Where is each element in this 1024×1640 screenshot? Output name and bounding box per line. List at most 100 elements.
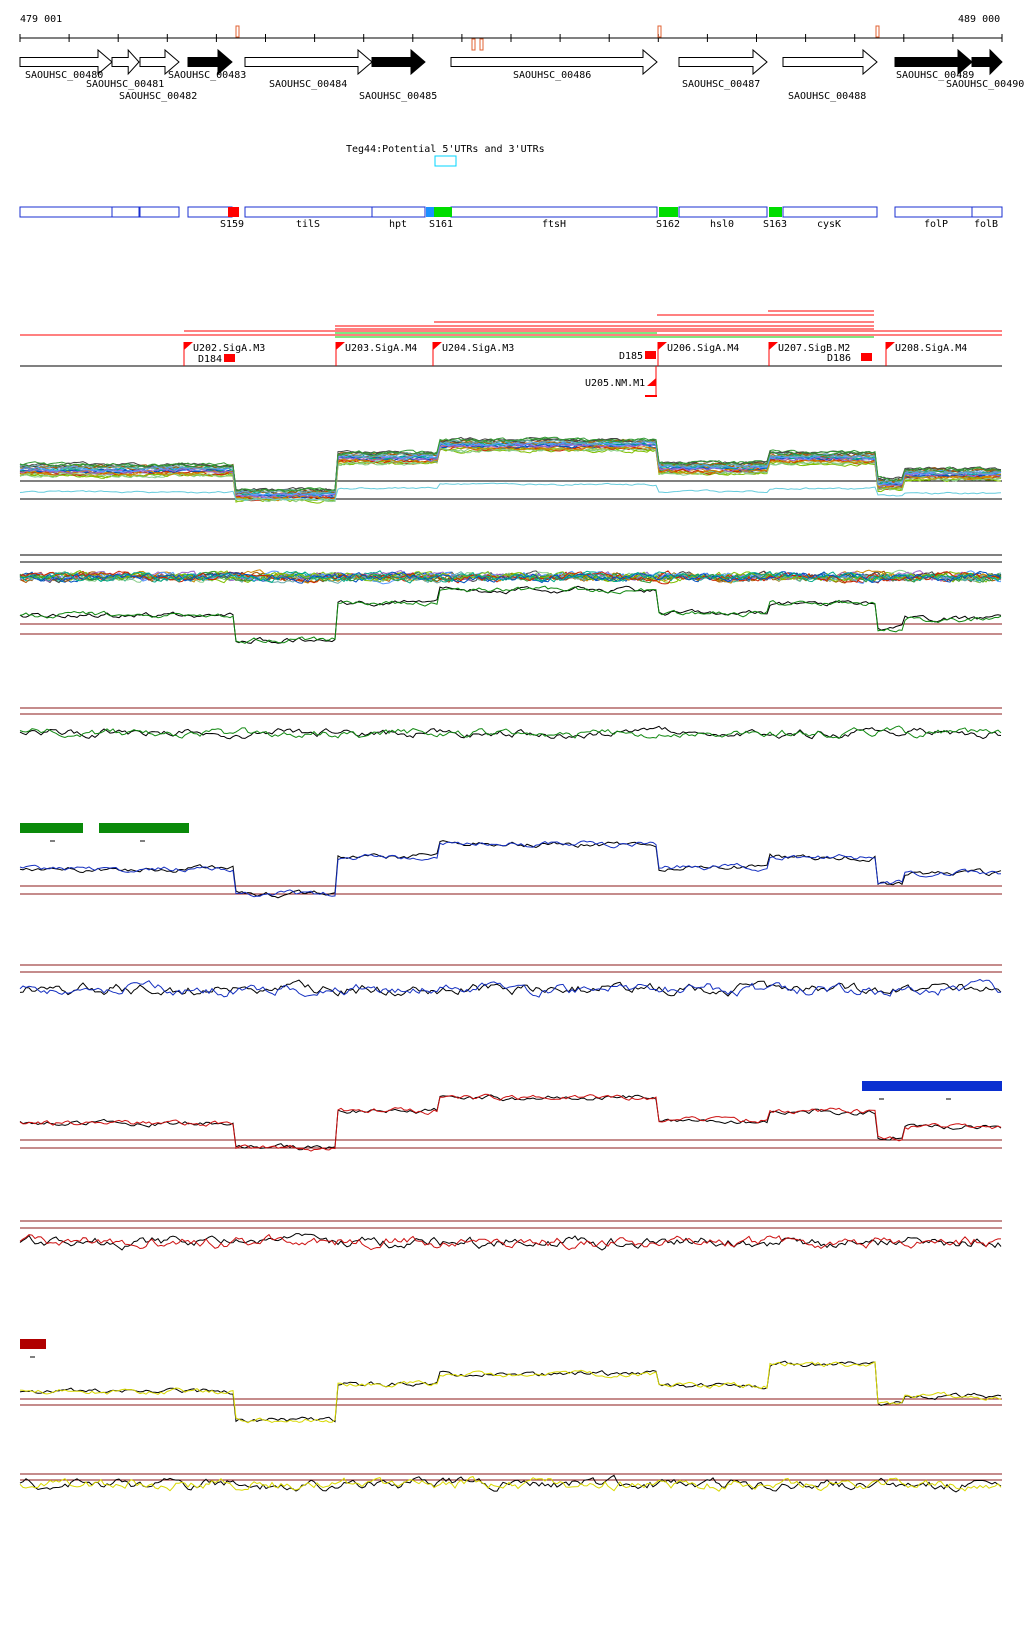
gene-arrow[interactable] [971, 48, 1003, 76]
feature-label: S159 [220, 219, 244, 230]
trace-line [19, 1361, 1002, 1424]
feature-track: S159 tilS hpt S161 ftsH S162 hsl0 S163 cysK folP f… [19, 206, 1003, 230]
trace-panel-multi-noise [19, 554, 1002, 585]
trace-line [19, 1233, 1002, 1251]
highlight-bar[interactable] [20, 1339, 46, 1349]
trace-panel [19, 964, 1002, 998]
feature-label: tilS [296, 219, 320, 230]
ruler-markers [235, 25, 880, 51]
gene-label: SAOUHSC_00490 [946, 79, 1024, 90]
feature-label: cysK [817, 219, 841, 230]
feature-box[interactable] [244, 206, 373, 218]
feature-label: S161 [429, 219, 453, 230]
trace-panels [19, 436, 1002, 1493]
promoter-flag[interactable] [647, 378, 656, 386]
trace-panel [19, 840, 1002, 899]
ruler-marker-up[interactable] [875, 25, 880, 38]
feature-box[interactable] [894, 206, 973, 218]
promoter-label: U207.SigB.M2 [778, 343, 850, 354]
trace-line [19, 585, 1002, 644]
trace-line [19, 570, 1002, 584]
promoter-label: U203.SigA.M4 [345, 343, 417, 354]
ruler-marker-down[interactable] [471, 38, 476, 51]
utr-box[interactable] [434, 155, 457, 167]
trace-line [19, 444, 1002, 501]
ruler-marker-up[interactable] [657, 25, 662, 38]
highlight-bar[interactable] [99, 823, 189, 833]
srna-s161[interactable] [434, 207, 452, 217]
trace-line [19, 840, 1002, 898]
gene-label: SAOUHSC_00480 [25, 70, 103, 81]
trace-line [19, 570, 1002, 584]
gene-arrow[interactable] [111, 48, 140, 76]
feature-box[interactable] [139, 206, 180, 218]
trace-line [19, 979, 1002, 997]
trace-line [19, 482, 1002, 501]
gene-arrow[interactable] [371, 48, 426, 76]
srna-s163[interactable] [769, 207, 782, 217]
trace-panel [19, 585, 1002, 644]
promoter-track: U202.SigA.M3 U203.SigA.M4 U204.SigA.M3 U206… [20, 310, 1002, 397]
ruler-marker-down[interactable] [479, 38, 484, 51]
gene-arrow[interactable] [139, 48, 180, 76]
feature-box[interactable] [971, 206, 1003, 218]
feature-label: S163 [763, 219, 787, 230]
feature-box[interactable] [782, 206, 878, 218]
trace-line [19, 978, 1002, 998]
terminator-label: D186 [827, 353, 851, 364]
trace-line [19, 1474, 1002, 1493]
feature-box[interactable] [19, 206, 113, 218]
feature-label: folP [924, 219, 948, 230]
gene-label: SAOUHSC_00485 [359, 91, 437, 102]
feature-label: hpt [389, 219, 407, 230]
promoter-flag[interactable] [658, 342, 667, 350]
feature-box[interactable] [678, 206, 768, 218]
trace-line [19, 441, 1002, 497]
trace-panel [19, 1093, 1002, 1152]
utr-track: Teg44:Potential 5'UTRs and 3'UTRs [346, 144, 545, 167]
ruler-end-label: 489 000 [958, 14, 1000, 25]
utr-track-label: Teg44:Potential 5'UTRs and 3'UTRs [346, 144, 545, 155]
gene-arrow[interactable] [782, 48, 878, 76]
terminator-mark[interactable] [224, 354, 235, 362]
feature-box[interactable] [371, 206, 426, 218]
feature-box[interactable] [111, 206, 140, 218]
srna-s161-start[interactable] [426, 207, 434, 217]
feature-box[interactable] [450, 206, 658, 218]
promoter-flag[interactable] [769, 342, 778, 350]
feature-label: folB [974, 219, 998, 230]
ruler-marker-up[interactable] [235, 25, 240, 38]
terminator-mark[interactable] [645, 351, 656, 359]
gene-arrow[interactable] [678, 48, 768, 76]
trace-line [19, 725, 1002, 740]
trace-line [19, 447, 1002, 503]
trace-line [19, 1233, 1001, 1251]
gene-arrow[interactable] [894, 48, 973, 76]
promoter-flag[interactable] [433, 342, 442, 350]
promoter-flag[interactable] [336, 342, 345, 350]
promoter-flag[interactable] [184, 342, 193, 350]
feature-box[interactable] [187, 206, 233, 218]
promoter-flag[interactable] [886, 342, 895, 350]
trace-line [19, 443, 1001, 499]
gene-arrow[interactable] [244, 48, 373, 76]
gene-arrow[interactable] [187, 48, 233, 76]
srna-s159[interactable] [228, 207, 239, 217]
gene-label: SAOUHSC_00482 [119, 91, 197, 102]
terminator-label: D184 [198, 354, 222, 365]
highlight-bar[interactable] [20, 823, 83, 833]
feature-label: S162 [656, 219, 680, 230]
gene-label: SAOUHSC_00489 [896, 70, 974, 81]
highlight-bar[interactable] [862, 1081, 1002, 1091]
terminator-mark[interactable] [861, 353, 872, 361]
gene-arrow[interactable] [19, 48, 113, 76]
gene-label: SAOUHSC_00486 [513, 70, 591, 81]
trace-line [19, 436, 1002, 492]
gene-arrow[interactable] [450, 48, 658, 76]
srna-s162[interactable] [659, 207, 678, 217]
promoter-label: U205.NM.M1 [585, 378, 645, 389]
trace-line [19, 725, 1002, 740]
trace-line [19, 1475, 1002, 1492]
